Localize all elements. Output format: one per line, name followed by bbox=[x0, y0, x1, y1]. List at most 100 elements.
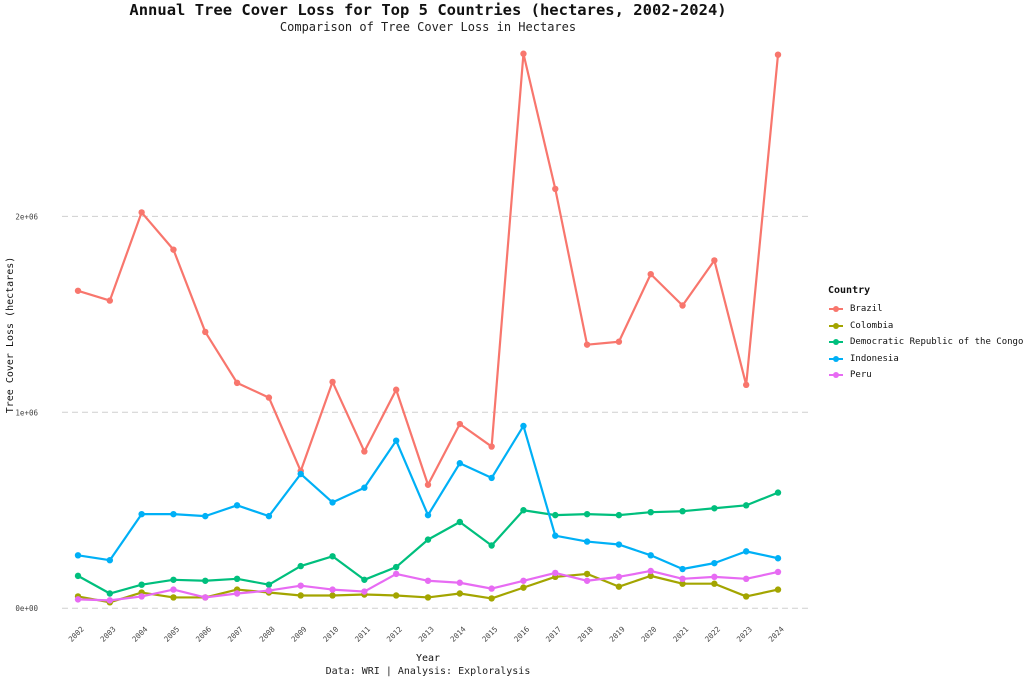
data-point bbox=[711, 505, 718, 512]
data-point bbox=[74, 552, 82, 559]
x-tick-label: 2014 bbox=[448, 624, 467, 643]
data-point bbox=[742, 502, 750, 509]
data-point bbox=[329, 586, 336, 593]
data-point bbox=[456, 579, 464, 586]
data-point bbox=[74, 572, 82, 580]
y-tick-label: 2e+06 bbox=[15, 212, 38, 221]
x-tick-label: 2020 bbox=[639, 624, 658, 643]
data-point bbox=[774, 555, 782, 562]
data-point bbox=[679, 508, 686, 515]
series-brazil bbox=[74, 50, 782, 488]
data-point bbox=[106, 590, 114, 597]
legend: Country Brazil Colombia Democratic Republi… bbox=[828, 285, 1023, 384]
data-point bbox=[392, 386, 400, 393]
data-point bbox=[679, 580, 686, 587]
series-democratic-republic-of-the-congo bbox=[74, 489, 782, 597]
data-point bbox=[202, 594, 209, 601]
data-point bbox=[583, 341, 591, 348]
data-point bbox=[583, 577, 591, 584]
chart-subtitle: Comparison of Tree Cover Loss in Hectare… bbox=[279, 20, 577, 34]
data-point bbox=[297, 562, 304, 570]
data-point bbox=[265, 512, 273, 520]
data-point bbox=[329, 553, 336, 560]
x-tick-label: 2015 bbox=[480, 625, 499, 644]
data-point bbox=[742, 548, 750, 555]
legend-label: Brazil bbox=[850, 304, 883, 315]
legend-item: Brazil bbox=[828, 301, 1023, 318]
data-point bbox=[265, 587, 273, 594]
data-point bbox=[520, 422, 527, 430]
data-point bbox=[392, 570, 400, 578]
data-point bbox=[138, 510, 145, 518]
data-point bbox=[297, 592, 304, 599]
data-point bbox=[679, 302, 686, 309]
x-tick-label: 2007 bbox=[226, 625, 245, 644]
data-point bbox=[202, 577, 209, 584]
data-point bbox=[774, 489, 782, 496]
legend-item: Peru bbox=[828, 367, 1023, 384]
chart-caption: Data: WRI | Analysis: Exploralysis bbox=[325, 666, 531, 677]
x-tick-label: 2006 bbox=[194, 624, 213, 643]
data-point bbox=[329, 499, 336, 506]
data-point bbox=[424, 511, 432, 519]
series-indonesia bbox=[74, 422, 782, 573]
data-point bbox=[424, 481, 432, 488]
data-point bbox=[456, 590, 464, 597]
data-point bbox=[233, 575, 241, 583]
data-point bbox=[106, 297, 114, 304]
x-tick-label: 2003 bbox=[98, 625, 117, 644]
data-point bbox=[202, 512, 209, 520]
data-point bbox=[583, 538, 591, 545]
data-point bbox=[520, 507, 527, 514]
data-point bbox=[265, 581, 273, 588]
y-tick-label: 0e+00 bbox=[15, 604, 38, 613]
x-tick-label: 2008 bbox=[258, 624, 277, 643]
gridlines bbox=[62, 215, 812, 609]
data-point bbox=[774, 568, 782, 576]
data-point bbox=[424, 536, 432, 543]
data-point bbox=[774, 51, 782, 58]
x-tick-label: 2024 bbox=[767, 624, 786, 643]
data-point bbox=[711, 559, 718, 567]
x-tick-label: 2023 bbox=[735, 625, 754, 644]
data-point bbox=[711, 573, 718, 581]
x-tick-label: 2021 bbox=[671, 625, 690, 644]
data-point bbox=[361, 484, 368, 491]
legend-key bbox=[828, 304, 844, 314]
data-point bbox=[170, 246, 177, 253]
data-point bbox=[615, 583, 623, 590]
data-point bbox=[647, 572, 654, 580]
x-tick-label: 2016 bbox=[512, 624, 531, 643]
chart-title: Annual Tree Cover Loss for Top 5 Countri… bbox=[129, 1, 727, 19]
y-axis-ticks: 0e+00 1e+06 2e+06 bbox=[15, 212, 38, 613]
data-point bbox=[488, 542, 495, 549]
data-point bbox=[615, 338, 623, 345]
data-point bbox=[456, 420, 464, 428]
data-point bbox=[456, 460, 464, 467]
y-axis-label: Tree Cover Loss (hectares) bbox=[5, 257, 16, 414]
data-point bbox=[170, 576, 177, 583]
legend-item: Indonesia bbox=[828, 351, 1023, 368]
x-tick-label: 2011 bbox=[353, 625, 372, 644]
x-tick-label: 2012 bbox=[385, 625, 404, 644]
data-point bbox=[647, 270, 654, 278]
legend-item: Colombia bbox=[828, 318, 1023, 335]
data-point bbox=[647, 508, 654, 516]
data-point bbox=[138, 209, 145, 216]
data-point bbox=[170, 594, 177, 601]
x-tick-label: 2018 bbox=[576, 624, 595, 643]
data-point bbox=[329, 378, 336, 386]
data-point bbox=[392, 437, 400, 444]
data-point bbox=[74, 596, 82, 603]
legend-label: Democratic Republic of the Congo bbox=[850, 337, 1024, 348]
legend-key bbox=[828, 354, 844, 364]
data-point bbox=[774, 586, 782, 593]
data-point bbox=[106, 557, 114, 564]
data-point bbox=[679, 575, 686, 583]
x-tick-label: 2010 bbox=[321, 624, 340, 643]
data-point bbox=[520, 50, 527, 57]
data-point bbox=[615, 511, 623, 519]
series-peru bbox=[74, 567, 782, 604]
x-axis-label: Year bbox=[416, 653, 440, 664]
legend-items: Brazil Colombia Democratic Republic of the… bbox=[828, 301, 1023, 384]
